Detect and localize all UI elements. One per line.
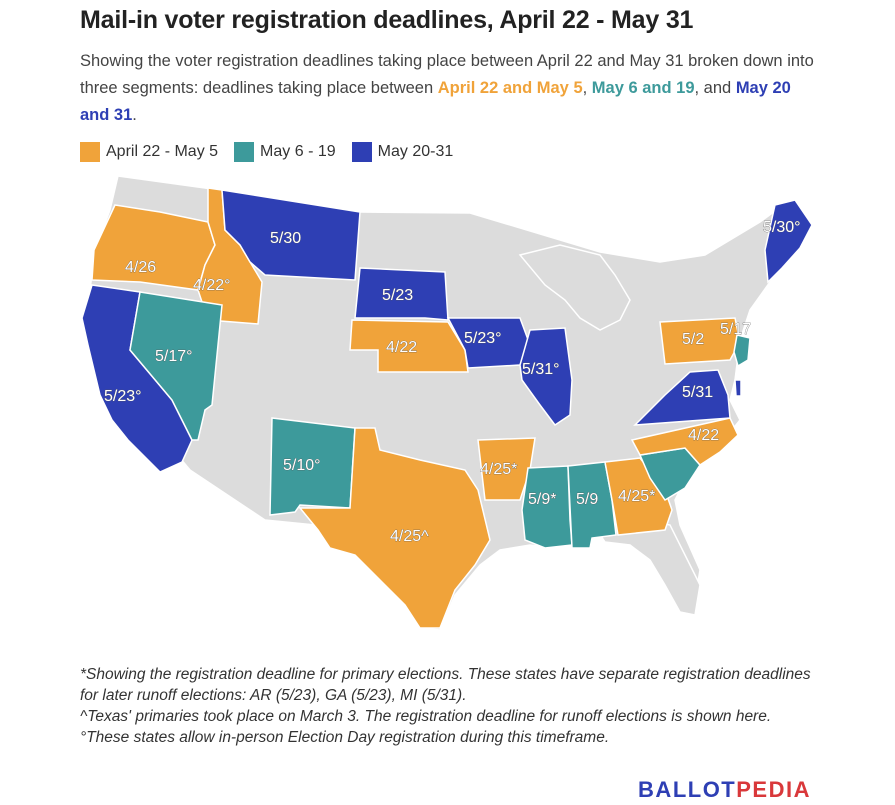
legend-swatch — [80, 142, 100, 162]
state-texas[interactable] — [298, 427, 491, 629]
footnote-primary: *Showing the registration deadline for p… — [80, 666, 811, 704]
legend-item: May 6 - 19 — [234, 142, 336, 162]
legend-label: May 6 - 19 — [260, 143, 336, 160]
label-georgia: 4/25* — [618, 488, 655, 505]
label-arkansas: 4/25* — [480, 461, 517, 478]
label-iowa: 5/23° — [464, 330, 502, 347]
label-nevada: 5/17° — [155, 348, 193, 365]
chart-title: Mail-in voter registration deadlines, Ap… — [80, 6, 694, 34]
state-nevada[interactable] — [129, 291, 223, 441]
legend-item: May 20-31 — [351, 142, 454, 162]
logo-part-pedia: PEDIA — [736, 777, 811, 802]
footnote-election-day: °These states allow in-person Election D… — [80, 729, 610, 746]
label-mississippi: 5/9* — [528, 491, 556, 508]
subtitle-segment-1: April 22 and May 5 — [437, 79, 583, 97]
subtitle-sep-1: , — [582, 79, 592, 97]
logo-part-ballot: BALLOT — [638, 777, 737, 802]
label-virginia: 5/31 — [682, 384, 713, 401]
legend-swatch — [234, 142, 255, 162]
label-pennsylvania: 5/2 — [682, 331, 704, 348]
label-nebraska: 4/22 — [386, 339, 417, 356]
subtitle-segment-2: May 6 and 19 — [591, 79, 695, 97]
label-maine: 5/30° — [763, 219, 801, 236]
label-new-jersey: 5/17 — [720, 321, 751, 338]
legend-label: May 20-31 — [377, 143, 454, 160]
state-virginia[interactable] — [633, 369, 731, 426]
subtitle-segment-3: May 20 and 31 — [80, 79, 791, 124]
label-oregon: 4/26 — [125, 259, 156, 276]
label-california: 5/23° — [104, 388, 142, 405]
legend-item: April 22 - May 5 — [80, 142, 218, 162]
footnote-texas: ^Texas' primaries took place on March 3.… — [80, 708, 772, 725]
state-maine[interactable] — [764, 199, 813, 284]
label-new-mexico: 5/10° — [283, 457, 321, 474]
subtitle: Showing the voter registration deadlines… — [80, 48, 815, 129]
state-north-carolina[interactable] — [630, 417, 739, 466]
state-montana[interactable] — [221, 189, 361, 281]
label-south-dakota: 5/23 — [382, 287, 413, 304]
label-illinois: 5/31° — [522, 361, 560, 378]
state-delaware[interactable] — [734, 379, 742, 397]
label-montana: 5/30 — [270, 230, 301, 247]
state-south-dakota[interactable] — [354, 267, 449, 321]
label-alabama: 5/9 — [576, 491, 598, 508]
label-idaho: 4/22° — [193, 277, 231, 294]
subtitle-end: . — [132, 106, 137, 124]
us-map: 4/26 4/22° 5/30 5/23° 5/17° 5/10° 4/25^ … — [81, 175, 813, 631]
state-illinois[interactable] — [519, 327, 573, 427]
label-texas: 4/25^ — [390, 528, 429, 545]
legend: April 22 - May 5 May 6 - 19 May 20-31 — [80, 142, 469, 162]
ballotpedia-logo: BALLOTPEDIA — [638, 777, 811, 803]
subtitle-text: Showing the voter registration deadlines… — [80, 52, 814, 97]
state-nebraska[interactable] — [349, 319, 469, 373]
subtitle-sep-2: , and — [694, 79, 736, 97]
great-lakes-region — [518, 244, 631, 331]
label-north-carolina: 4/22 — [688, 427, 719, 444]
footnotes: *Showing the registration deadline for p… — [80, 664, 820, 748]
legend-swatch — [351, 142, 372, 162]
state-new-jersey[interactable] — [733, 334, 751, 368]
legend-label: April 22 - May 5 — [106, 143, 219, 160]
